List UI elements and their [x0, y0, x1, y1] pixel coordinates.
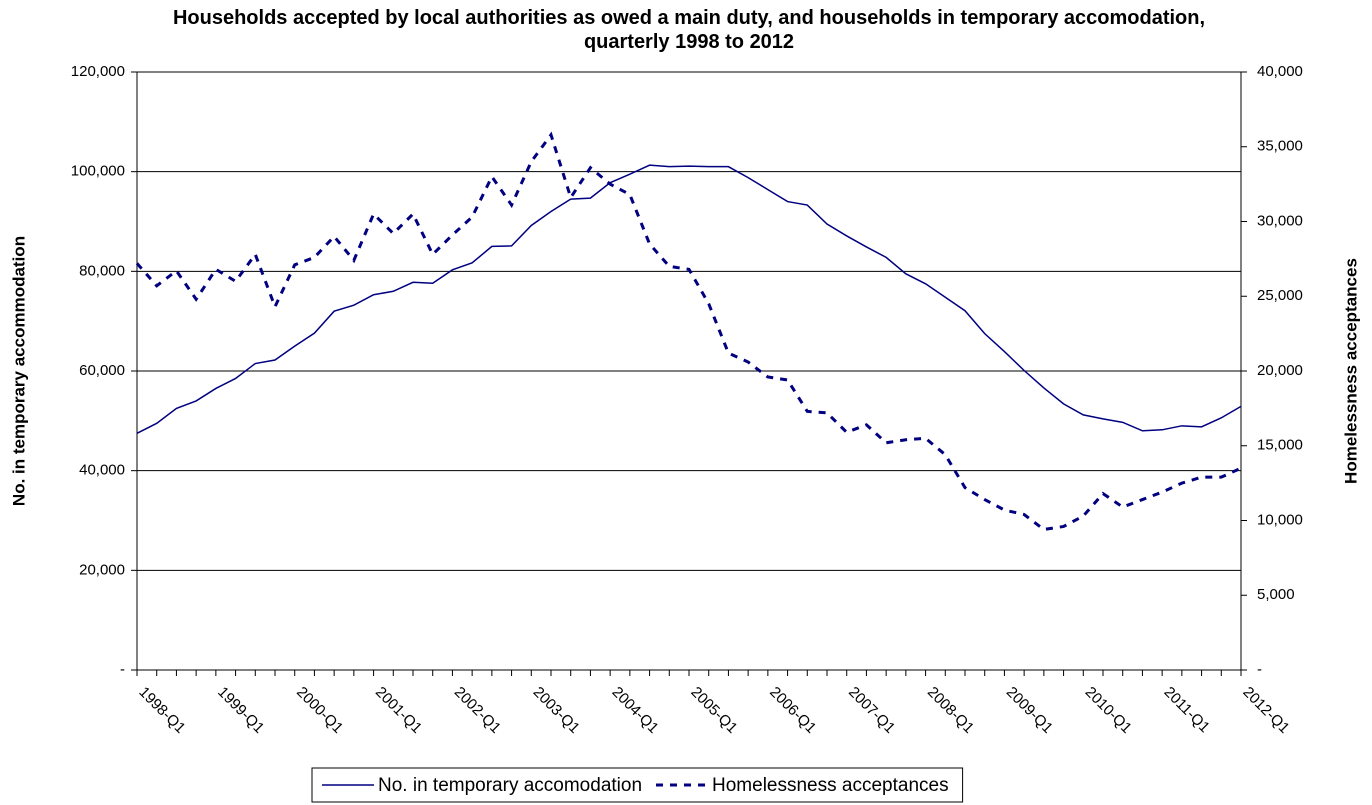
y2-tick-label: 30,000 — [1257, 212, 1303, 229]
y2-tick-label: 40,000 — [1257, 63, 1303, 80]
legend: No. in temporary accomodation Homelessnes… — [311, 767, 964, 803]
y2-tick-label: - — [1257, 661, 1262, 678]
x-tick-label: 2011-Q1 — [1161, 684, 1214, 737]
x-tick-label: 1999-Q1 — [214, 684, 267, 737]
y-axis-title: No. in temporary accommodation — [9, 236, 28, 506]
chart-title: Households accepted by local authorities… — [172, 7, 1206, 53]
x-tick-label: 2003-Q1 — [530, 684, 583, 737]
x-tick-label: 2012-Q1 — [1239, 684, 1292, 737]
y2-tick-label: 20,000 — [1257, 362, 1303, 379]
y2-tick-label: 5,000 — [1257, 586, 1295, 603]
x-tick-label: 2006-Q1 — [766, 684, 819, 737]
x-tick-label: 2001-Q1 — [372, 684, 425, 737]
x-tick-label: 1998-Q1 — [135, 684, 188, 737]
y-tick-label: 20,000 — [79, 561, 125, 578]
x-tick-label: 2008-Q1 — [924, 684, 977, 737]
x-tick-label: 2000-Q1 — [293, 684, 346, 737]
legend-label: Homelessness acceptances — [712, 775, 949, 796]
series-line — [135, 131, 1242, 532]
legend-box — [311, 767, 964, 803]
x-tick-label: 2002-Q1 — [451, 684, 504, 737]
x-tick-label: 2010-Q1 — [1082, 684, 1135, 737]
y-tick-label: 100,000 — [71, 163, 125, 180]
y-tick-label: 80,000 — [79, 262, 125, 279]
y2-axis-title: Homelessness acceptances — [1341, 258, 1360, 484]
x-tick-label: 2009-Q1 — [1003, 684, 1056, 737]
y2-tick-label: 25,000 — [1257, 287, 1303, 304]
y-tick-label: 60,000 — [79, 362, 125, 379]
x-tick-label: 2005-Q1 — [687, 684, 740, 737]
y2-tick-label: 35,000 — [1257, 138, 1303, 155]
x-tick-label: 2007-Q1 — [845, 684, 898, 737]
y-tick-label: - — [120, 661, 125, 678]
y-tick-label: 120,000 — [71, 63, 125, 80]
legend-label: No. in temporary accomodation — [378, 775, 642, 796]
y-tick-label: 40,000 — [79, 462, 125, 479]
series-line — [136, 164, 1242, 434]
x-tick-label: 2004-Q1 — [609, 684, 662, 737]
y2-tick-label: 15,000 — [1257, 437, 1303, 454]
y2-tick-label: 10,000 — [1257, 511, 1303, 528]
